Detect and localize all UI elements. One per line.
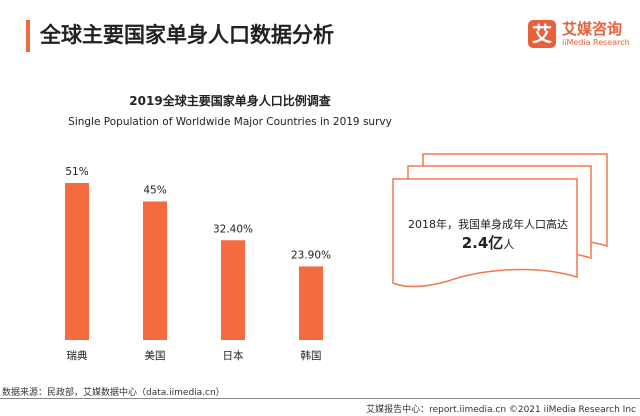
category-label: 日本: [223, 349, 244, 362]
data-label: 51%: [65, 166, 88, 178]
title-accent-bar: [26, 20, 30, 52]
note-number: 2.4亿: [461, 234, 504, 252]
note-value: 2.4亿人: [393, 232, 583, 253]
divider: [0, 398, 640, 399]
footer-text: 艾媒报告中心：report.iimedia.cn ©2021 iiMedia R…: [366, 405, 636, 415]
bar: [143, 201, 167, 340]
logo-text: 艾媒咨询: [562, 20, 623, 38]
logo-icon: 艾: [528, 20, 556, 48]
logo-subtext: iiMedia Research: [562, 38, 630, 47]
note-unit: 人: [503, 238, 515, 251]
data-source: 数据来源：民政部，艾媒数据中心（data.iimedia.cn）: [2, 388, 225, 398]
chart-title: 2019全球主要国家单身人口比例调查: [129, 94, 331, 108]
bar: [65, 183, 89, 340]
data-label: 32.40%: [213, 223, 253, 235]
data-label: 23.90%: [291, 249, 331, 261]
note-cards: [392, 153, 608, 288]
category-label: 瑞典: [67, 349, 88, 362]
data-label: 45%: [143, 184, 166, 196]
category-label: 美国: [145, 349, 166, 362]
note-text: 2018年，我国单身成年人口高达: [408, 218, 568, 231]
chart-subtitle: Single Population of Worldwide Major Cou…: [68, 116, 392, 128]
card-front: [392, 178, 578, 288]
bar-chart: 51% 瑞典 45% 美国 32.40% 日本 23.90% 韩国: [65, 166, 331, 362]
bar: [221, 240, 245, 340]
page-title: 全球主要国家单身人口数据分析: [40, 23, 334, 47]
bar: [299, 266, 323, 340]
category-label: 韩国: [301, 349, 322, 362]
